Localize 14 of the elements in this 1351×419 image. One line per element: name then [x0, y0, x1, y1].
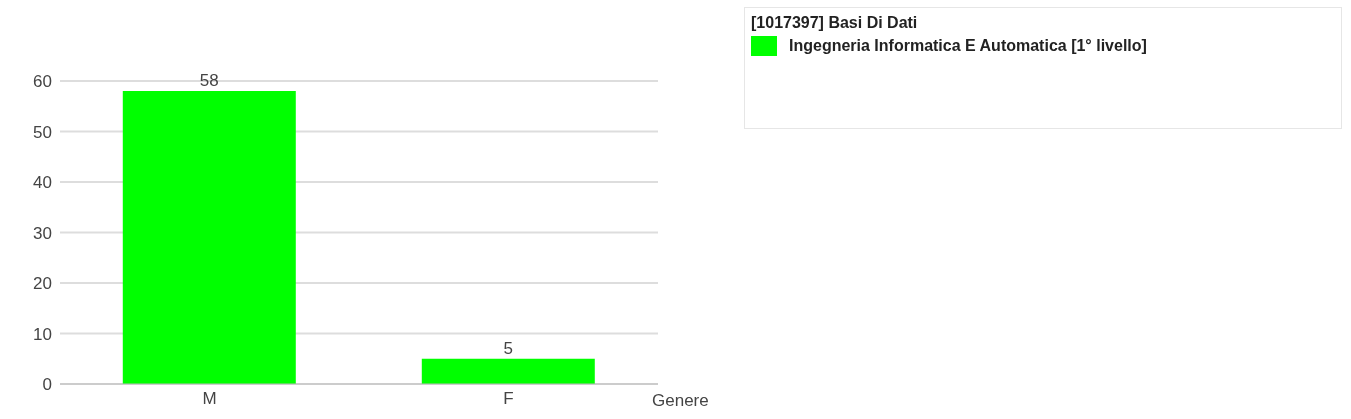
data-label: 5 — [503, 338, 514, 358]
y-tick-label: 60 — [33, 72, 52, 92]
legend-title: [1017397] Basi Di Dati — [751, 14, 919, 32]
x-tick-label: M — [202, 389, 217, 409]
y-tick-label: 30 — [33, 223, 52, 243]
legend-label: Ingegneria Informatica E Automatica [1° livello] — [789, 37, 1147, 55]
y-tick-label: 0 — [42, 375, 52, 395]
x-axis-title: Genere — [652, 391, 709, 411]
y-tick-label: 40 — [33, 173, 52, 193]
y-tick-label: 50 — [33, 122, 52, 142]
x-tick-label: F — [503, 389, 514, 409]
y-tick-label: 10 — [33, 324, 52, 344]
y-tick-label: 20 — [33, 274, 52, 294]
data-label: 58 — [199, 71, 219, 91]
